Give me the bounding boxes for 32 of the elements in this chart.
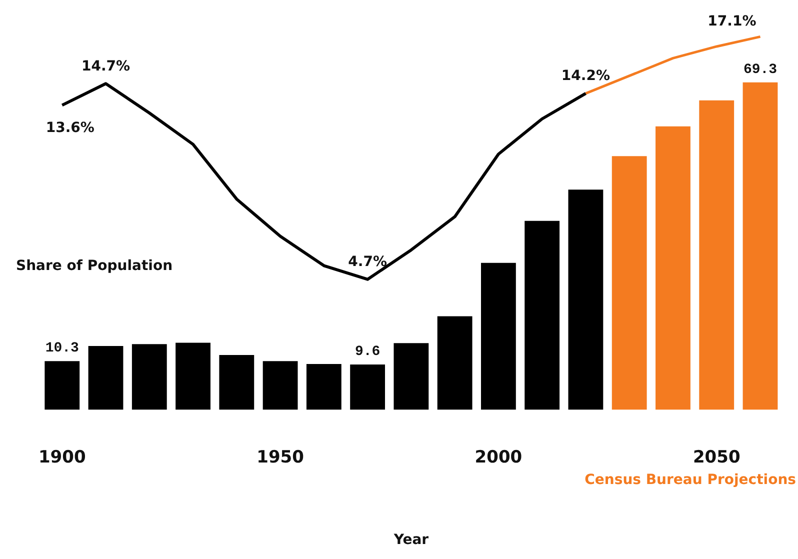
- data-label: 17.1%: [708, 13, 756, 30]
- data-label: 10.3: [45, 340, 79, 357]
- bar: [262, 361, 298, 410]
- x-tick-label: 1950: [256, 447, 304, 468]
- bar: [132, 344, 167, 410]
- bar: [524, 220, 560, 410]
- annotation: Share of Population: [16, 258, 173, 274]
- bar: [219, 354, 254, 410]
- data-label: 14.2%: [561, 68, 610, 84]
- bar: [612, 156, 647, 410]
- bar: [88, 346, 124, 410]
- data-label: 9.6: [354, 344, 380, 360]
- text: Census Bureau Projections: [584, 472, 796, 488]
- data-label: 4.7%: [348, 254, 387, 270]
- bar: [176, 342, 210, 410]
- bar: [568, 190, 604, 410]
- data-label: 69.3: [743, 62, 778, 78]
- x-axis-title: Year: [392, 532, 429, 548]
- x-tick-label: 2050: [692, 447, 740, 468]
- bar: [437, 316, 472, 410]
- bar: [350, 364, 386, 410]
- x-tick-label: 2000: [474, 447, 522, 468]
- data-label: 14.7%: [81, 58, 130, 74]
- bar: [656, 126, 690, 410]
- x-tick-label: 1900: [38, 447, 86, 468]
- bar: [481, 262, 516, 410]
- bar: [699, 100, 734, 410]
- bar: [742, 82, 778, 410]
- bar: [394, 343, 429, 410]
- bar: [306, 364, 342, 410]
- bar: [44, 361, 80, 410]
- data-label: 13.6%: [46, 120, 94, 136]
